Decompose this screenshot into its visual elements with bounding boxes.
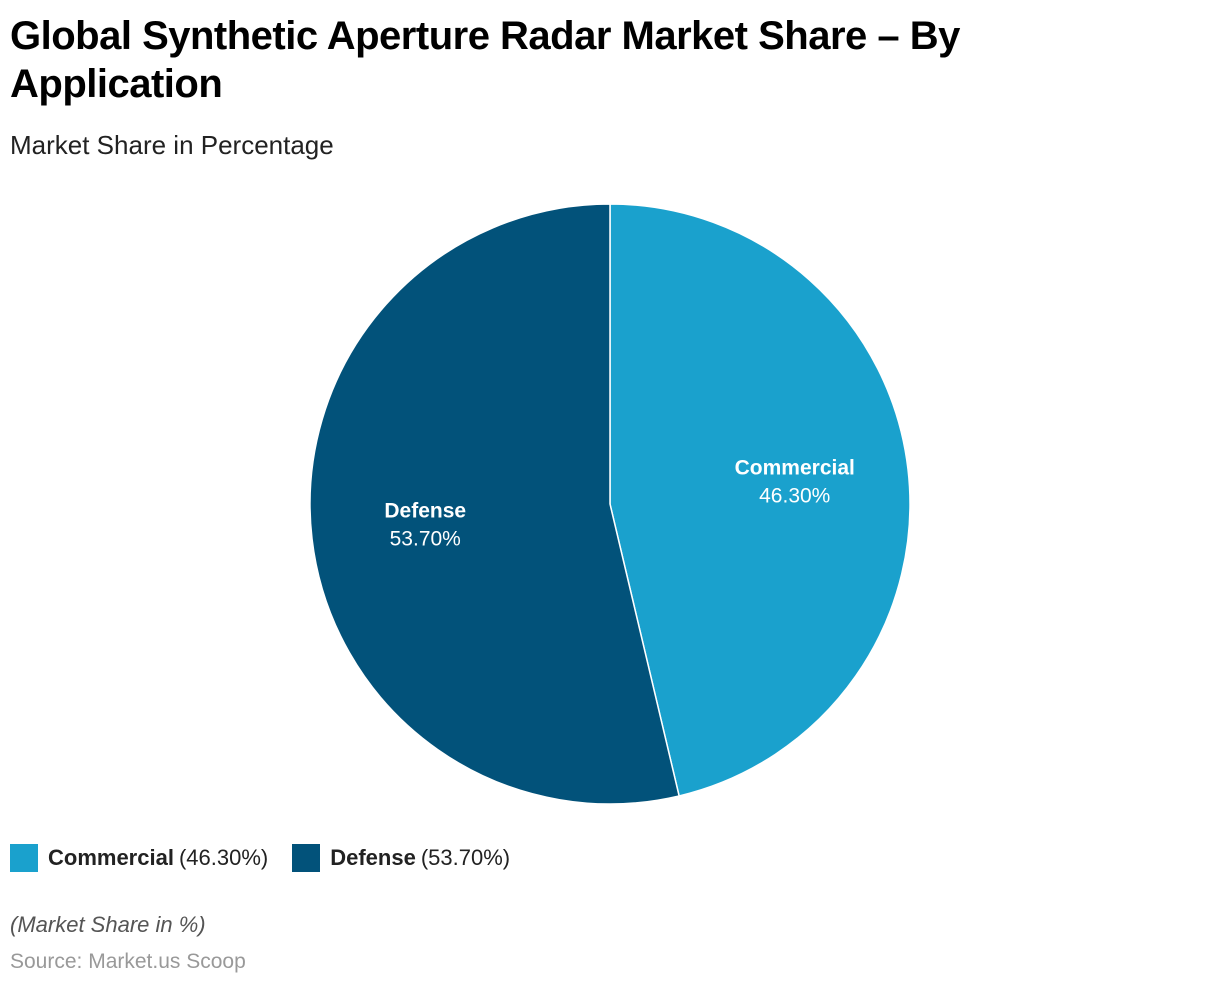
data-label-name: Commercial bbox=[735, 456, 855, 479]
pie-slice-defense bbox=[309, 203, 681, 805]
legend-swatch bbox=[292, 844, 321, 872]
legend-value: (46.30%) bbox=[178, 845, 269, 870]
legend: Commercial (46.30%) Defense (53.70%) bbox=[10, 844, 510, 872]
legend-item-commercial: Commercial (46.30%) bbox=[10, 844, 268, 872]
chart-note: (Market Share in %) bbox=[10, 912, 206, 937]
chart-subtitle: Market Share in Percentage bbox=[10, 130, 334, 160]
chart-source: Source: Market.us Scoop bbox=[10, 950, 246, 973]
legend-label: Defense bbox=[330, 845, 416, 870]
pie-slice-commercial bbox=[609, 203, 911, 797]
chart-title: Global Synthetic Aperture Radar Market S… bbox=[10, 14, 960, 106]
legend-item-defense: Defense (53.70%) bbox=[292, 844, 510, 872]
legend-label: Commercial bbox=[48, 845, 174, 870]
data-label-value: 46.30% bbox=[759, 484, 830, 507]
legend-swatch bbox=[10, 844, 38, 872]
data-label-value: 53.70% bbox=[390, 528, 461, 551]
data-label-name: Defense bbox=[384, 500, 466, 523]
legend-value: (53.70%) bbox=[420, 845, 511, 870]
